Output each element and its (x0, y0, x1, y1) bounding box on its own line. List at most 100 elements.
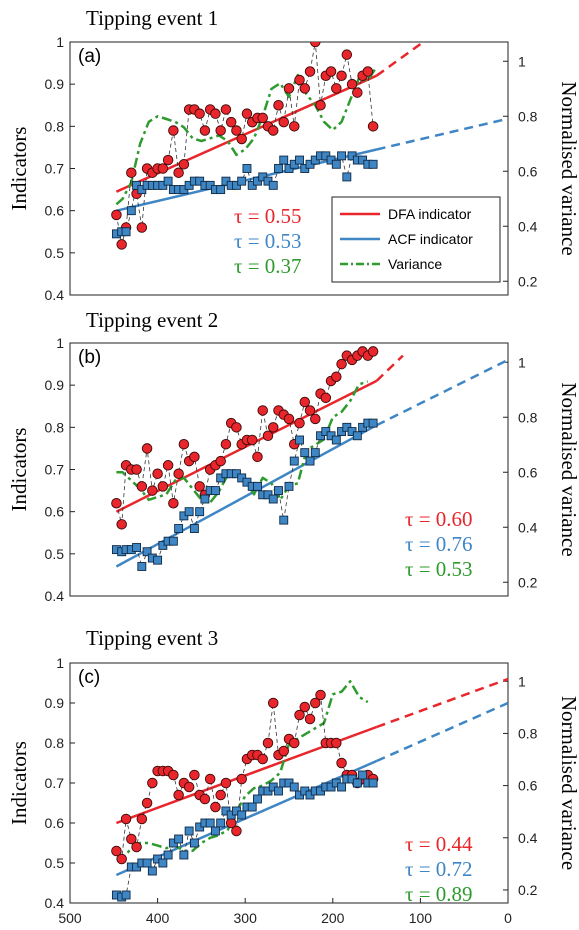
dfa-point (136, 481, 148, 492)
acf-point (174, 834, 184, 844)
dfa-point (215, 789, 226, 801)
y-tick-label: 0.7 (45, 462, 65, 478)
y-tick-label: 1 (56, 335, 64, 351)
acf-point (168, 536, 178, 546)
y2-tick-label: 1 (518, 53, 526, 69)
y-tick-label: 0.8 (45, 118, 65, 134)
dfa-point (315, 689, 326, 701)
acf-point (121, 890, 131, 900)
acf-trend-projection-line (376, 358, 508, 427)
dfa-point (320, 392, 332, 404)
y-tick-label: 0.8 (45, 419, 65, 435)
dfa-point (215, 125, 226, 136)
y-tick-label: 1 (56, 655, 64, 671)
plot-area (111, 42, 508, 250)
dfa-point (194, 108, 205, 119)
dfa-point (367, 121, 379, 132)
acf-point (279, 155, 289, 165)
y2-axis-label: Normalised variance (557, 696, 579, 870)
y2-axis-label: Normalised variance (557, 382, 579, 556)
y2-tick-label: 0.8 (518, 725, 538, 741)
y-tick-label: 0.7 (45, 161, 65, 177)
dfa-point (283, 83, 295, 94)
dfa-point (294, 417, 305, 429)
acf-point (142, 858, 152, 868)
dfa-point (178, 159, 190, 170)
acf-point (352, 778, 362, 788)
x-tick-label: 100 (409, 910, 433, 926)
dfa-point (199, 793, 211, 805)
dfa-point (336, 70, 347, 81)
acf-trend-projection-line (376, 701, 508, 763)
acf-point (310, 448, 320, 458)
dfa-point (289, 121, 300, 132)
tau-annotation: τ = 0.76 (405, 532, 473, 556)
dfa-point (304, 713, 316, 725)
x-tick-label: 500 (58, 910, 82, 926)
dfa-point (183, 781, 195, 793)
acf-point (352, 431, 362, 441)
panel-3: Tipping event 3 0.4 0.5 0.6 0.7 0.8 0.9 1 0.2 0.4… (7, 626, 579, 926)
acf-point (237, 810, 247, 820)
y-tick-label: 0.9 (45, 76, 65, 92)
dfa-point (367, 346, 379, 357)
dfa-point (189, 769, 200, 781)
dfa-point (136, 222, 148, 233)
panel-2: Tipping event 2 0.4 0.5 0.6 0.7 0.8 0.9 1 0.2 0.4… (7, 308, 579, 604)
dfa-point (147, 485, 158, 496)
dfa-point (111, 497, 122, 509)
dfa-point (126, 167, 137, 178)
y2-tick-label: 1 (518, 354, 526, 370)
y-tick-label: 0.4 (45, 287, 65, 303)
dfa-point (116, 519, 127, 530)
plot-area (111, 677, 508, 902)
acf-point (247, 802, 257, 812)
y2-tick-label: 0.2 (518, 882, 538, 898)
dfa-point (299, 701, 311, 713)
dfa-point (178, 438, 190, 450)
dfa-point (141, 797, 153, 809)
tau-annotation: τ = 0.55 (234, 204, 302, 228)
x-tick-label: 300 (234, 910, 258, 926)
acf-point (242, 164, 252, 173)
acf-connector (116, 774, 374, 898)
acf-point (158, 858, 168, 868)
y2-tick-label: 0.8 (518, 108, 538, 124)
dfa-point (346, 78, 358, 90)
dfa-point (131, 841, 142, 853)
y2-axis-label: Normalised variance (557, 81, 579, 255)
y2-tick-label: 0.4 (518, 830, 538, 846)
panel-title: Tipping event 2 (86, 308, 218, 332)
dfa-point (331, 83, 342, 94)
dfa-point (168, 125, 179, 136)
acf-point (121, 227, 131, 237)
dfa-point (116, 853, 127, 865)
acf-point (174, 524, 184, 533)
acf-point (189, 838, 199, 848)
dfa-point (273, 99, 284, 111)
panel-label: (b) (78, 347, 101, 368)
dfa-point (310, 42, 321, 48)
dfa-point (147, 777, 158, 789)
acf-point (184, 507, 194, 517)
acf-point (331, 159, 341, 169)
tau-annotation: τ = 0.44 (405, 832, 473, 856)
dfa-point (331, 737, 342, 749)
acf-point (147, 866, 157, 876)
dfa-point (220, 438, 232, 450)
dfa-point (231, 125, 242, 136)
dfa-point (173, 167, 184, 178)
dfa-trend-projection-line (375, 354, 404, 382)
dfa-point (120, 813, 132, 825)
acf-point (153, 555, 163, 565)
y2-tick-label: 0.6 (518, 464, 538, 480)
dfa-point (194, 481, 205, 492)
panel-label: (c) (78, 667, 100, 688)
acf-point (179, 850, 189, 860)
y-axis-label: Indicators (7, 127, 31, 211)
acf-point (331, 435, 341, 445)
dfa-point (304, 405, 316, 416)
dfa-point (341, 49, 353, 60)
y2-tick-label: 0.8 (518, 409, 538, 425)
